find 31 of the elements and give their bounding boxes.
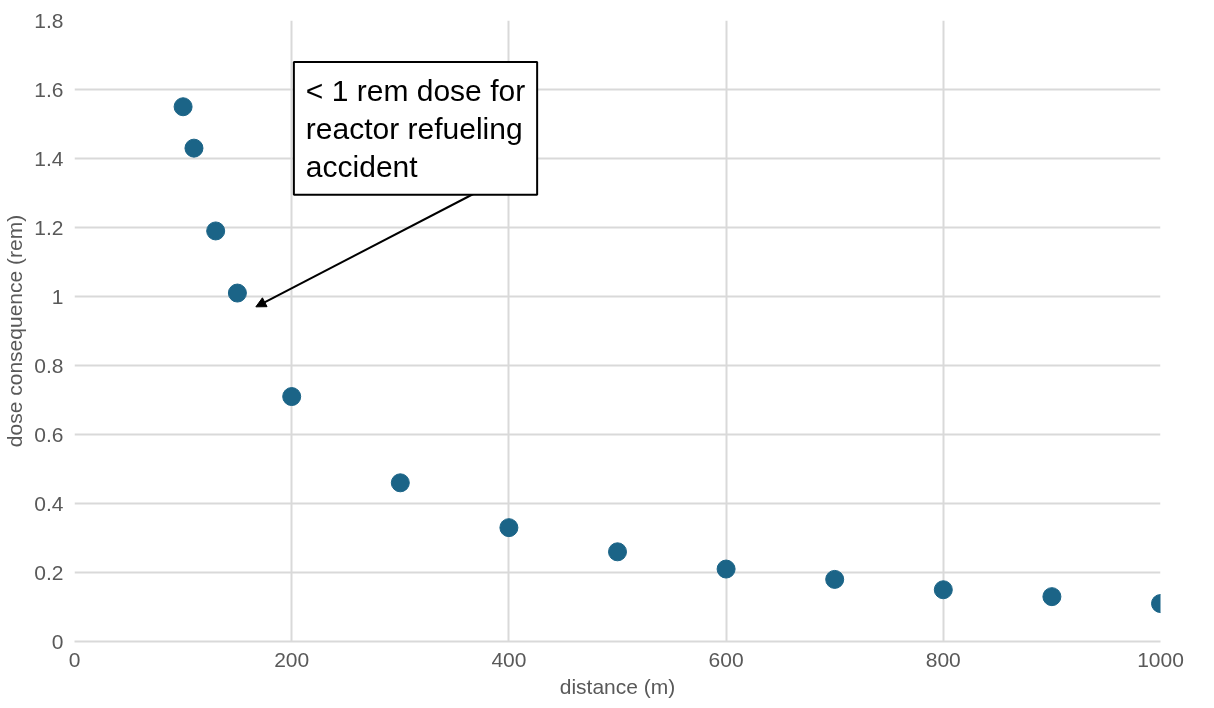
y-tick-label: 1.8 (34, 8, 64, 32)
point (390, 473, 410, 493)
x-tick-label: 1000 (1137, 647, 1184, 671)
y-tick-label: 0.8 (34, 353, 64, 377)
y-tick-label: 0.6 (34, 422, 64, 446)
point (206, 221, 226, 241)
point (184, 138, 204, 158)
point (716, 559, 736, 579)
point (282, 387, 302, 407)
x-tick-label: 400 (491, 647, 527, 671)
point (173, 97, 193, 117)
annotation: < 1 rem dose for reactor refueling accident (305, 73, 526, 183)
y-axis-title: dose consequence (rem) (3, 214, 27, 448)
y-tick-label: 0 (51, 629, 64, 653)
y-tick-label: 1 (51, 284, 64, 308)
point (499, 518, 519, 538)
x-tick-label: 200 (274, 647, 310, 671)
point (608, 542, 627, 562)
point (227, 283, 247, 303)
x-tick-label: 600 (708, 647, 744, 671)
y-tick-label: 1.4 (34, 146, 64, 170)
y-tick-label: 1.6 (34, 77, 64, 101)
point (1042, 587, 1062, 607)
y-tick-label: 1.2 (34, 215, 64, 239)
x-axis-title: distance (m) (559, 674, 676, 698)
y-tick-label: 0.2 (34, 560, 64, 584)
y-tick-label: 0.4 (34, 491, 64, 515)
point (933, 580, 953, 600)
point (825, 569, 845, 589)
x-tick-label: 0 (68, 647, 81, 671)
x-tick-label: 800 (925, 647, 961, 671)
